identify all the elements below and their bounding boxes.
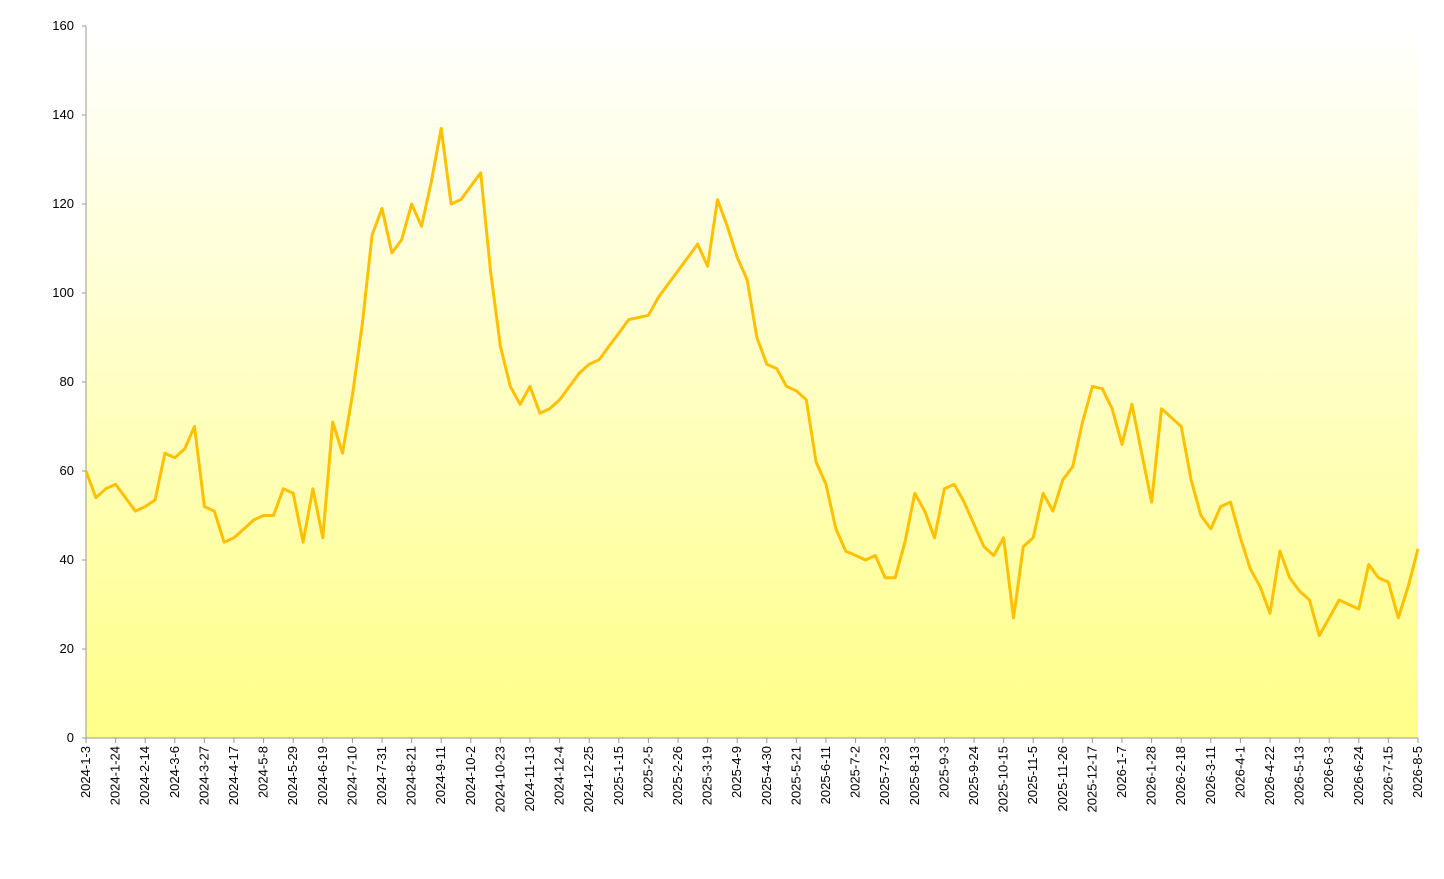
x-tick-label: 2024-7-31 (374, 746, 389, 805)
x-tick-label: 2026-3-11 (1203, 746, 1218, 804)
x-tick-label: 2024-8-21 (404, 746, 419, 805)
x-tick-label: 2024-12-4 (552, 746, 567, 805)
data-line (84, 126, 1420, 638)
x-tick-label: 2024-5-29 (285, 746, 300, 805)
x-tick-label: 2025-2-26 (670, 746, 685, 805)
x-tick-label: 2025-5-21 (788, 746, 803, 805)
y-tick-label: 60 (60, 463, 74, 478)
x-tick-label: 2024-5-8 (256, 746, 271, 798)
x-tick-label: 2025-11-26 (1055, 746, 1070, 812)
x-tick-label: 2025-4-30 (759, 746, 774, 805)
x-tick-label: 2024-1-3 (78, 746, 93, 798)
y-tick-label: 40 (60, 552, 74, 567)
y-tick-label: 20 (60, 641, 74, 656)
x-tick-label: 2024-12-25 (581, 746, 596, 813)
x-tick-label: 2025-2-5 (640, 746, 655, 798)
x-tick-label: 2024-2-14 (137, 746, 152, 805)
x-tick-label: 2024-3-27 (196, 746, 211, 805)
x-tick-label: 2024-10-23 (492, 746, 507, 813)
x-tick-label: 2026-2-18 (1173, 746, 1188, 805)
y-tick-label: 140 (52, 107, 74, 122)
x-tick-label: 2025-9-3 (936, 746, 951, 798)
x-tick-label: 2026-1-7 (1114, 746, 1129, 798)
x-tick-label: 2024-6-19 (315, 746, 330, 805)
y-tick-label: 160 (52, 18, 74, 33)
plot-area (86, 26, 1418, 738)
x-tick-label: 2026-5-13 (1292, 746, 1307, 805)
x-tick-label: 2025-11-5 (1025, 746, 1040, 804)
x-tick-label: 2024-10-2 (463, 746, 478, 805)
y-tick-label: 120 (52, 196, 74, 211)
x-tick-label: 2024-9-11 (433, 746, 448, 804)
x-tick-label: 2024-3-6 (167, 746, 182, 798)
y-tick-label: 0 (67, 730, 74, 745)
x-tick-label: 2024-7-10 (344, 746, 359, 805)
y-tick-label: 80 (60, 374, 74, 389)
x-tick-label: 2026-7-15 (1380, 746, 1395, 805)
x-tick-label: 2024-11-13 (522, 746, 537, 812)
x-tick-label: 2025-4-9 (729, 746, 744, 798)
x-tick-label: 2025-12-17 (1084, 746, 1099, 813)
x-tick-label: 2025-3-19 (700, 746, 715, 805)
x-tick-label: 2026-6-24 (1351, 746, 1366, 805)
x-tick-label: 2025-1-15 (611, 746, 626, 805)
x-tick-label: 2025-10-15 (996, 746, 1011, 813)
x-tick-label: 2024-4-17 (226, 746, 241, 805)
x-tick-label: 2025-6-11 (818, 746, 833, 804)
x-tick-label: 2026-4-22 (1262, 746, 1277, 805)
x-tick-label: 2026-4-1 (1232, 746, 1247, 798)
x-tick-label: 2025-7-23 (877, 746, 892, 805)
x-tick-label: 2025-8-13 (907, 746, 922, 805)
y-tick-label: 100 (52, 285, 74, 300)
x-tick-label: 2024-1-24 (108, 746, 123, 805)
x-tick-label: 2026-8-5 (1410, 746, 1425, 798)
x-tick-label: 2026-6-3 (1321, 746, 1336, 798)
x-tick-label: 2026-1-28 (1144, 746, 1159, 805)
x-tick-label: 2025-9-24 (966, 746, 981, 805)
x-tick-label: 2025-7-2 (848, 746, 863, 798)
